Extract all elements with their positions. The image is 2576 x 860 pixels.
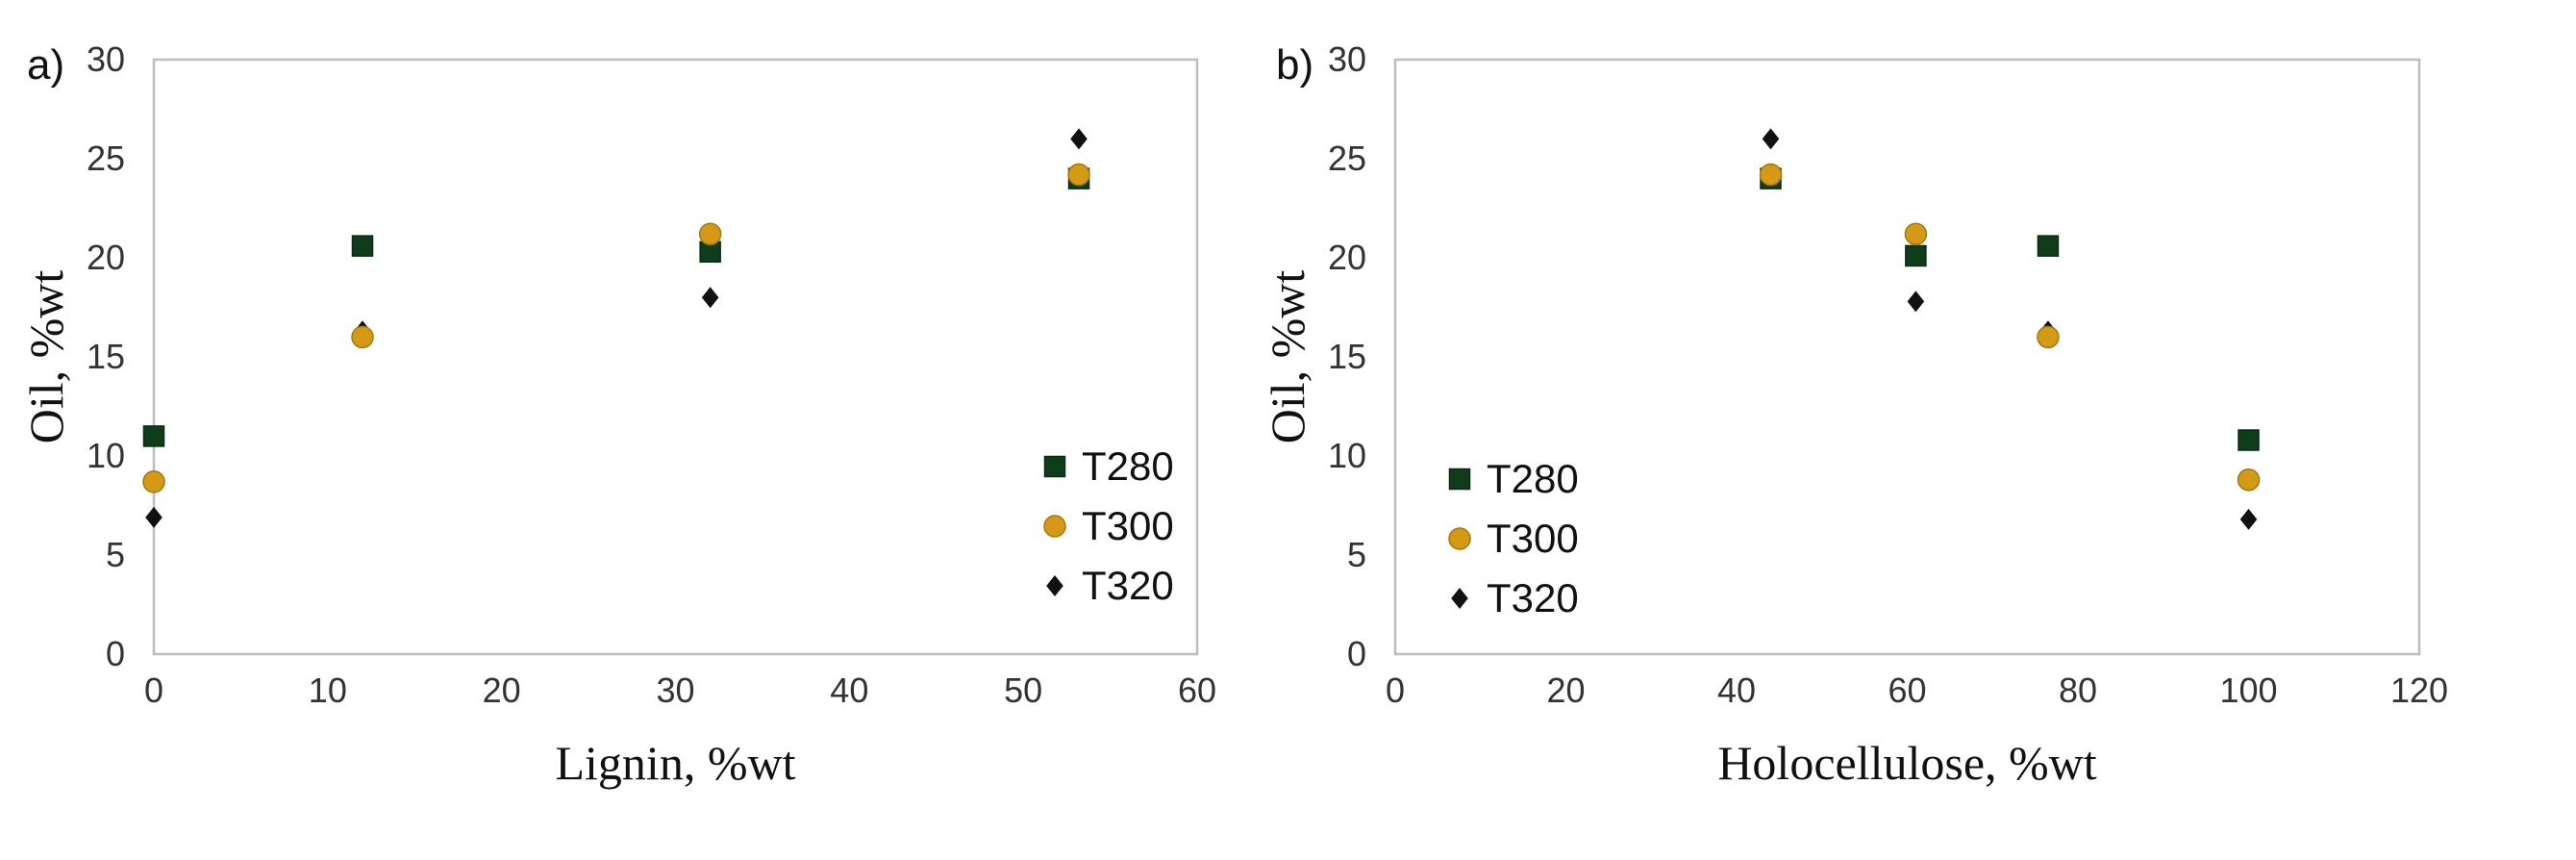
x-axis-title: Lignin, %wt	[556, 736, 796, 790]
legend-label-t300: T300	[1082, 503, 1174, 548]
series-t300	[142, 163, 1090, 493]
y-tick-label-10: 10	[87, 436, 125, 475]
legend: T280 T300 T320	[1448, 456, 1579, 620]
y-tick-label-15: 15	[1328, 337, 1366, 376]
x-tick-label-100: 100	[2219, 670, 2277, 710]
panel-label: b)	[1276, 41, 1313, 89]
y-tick-label-0: 0	[1347, 634, 1366, 673]
x-tick-label-40: 40	[830, 670, 868, 710]
x-tick-label-60: 60	[1888, 670, 1926, 710]
y-tick-label-25: 25	[87, 139, 125, 178]
x-tick-label-20: 20	[1546, 670, 1585, 710]
point-t300-2	[698, 222, 722, 246]
point-t280-3	[2238, 429, 2260, 451]
legend-marker-t320	[1451, 588, 1468, 609]
legend-marker-t300	[1043, 515, 1066, 538]
legend-label-t280: T280	[1082, 443, 1174, 489]
legend-marker-t320	[1046, 575, 1063, 596]
plot-area	[152, 58, 1199, 656]
point-t300-3	[2237, 468, 2261, 492]
point-t300-0	[1759, 163, 1783, 187]
legend-marker-t280	[1043, 455, 1066, 478]
point-t280-0	[142, 425, 165, 447]
legend: T280 T300 T320	[1043, 443, 1174, 608]
y-tick-label-25: 25	[1328, 139, 1366, 178]
y-axis-title: Oil, %wt	[1261, 270, 1314, 444]
series-t300	[1759, 163, 2261, 492]
legend-label-t320: T320	[1082, 563, 1174, 608]
y-tick-label-15: 15	[87, 337, 125, 376]
x-tick-label-40: 40	[1717, 670, 1756, 710]
x-tick-label-0: 0	[1386, 670, 1405, 710]
point-t320-0	[145, 506, 163, 528]
y-tick-label-30: 30	[1328, 39, 1366, 79]
legend-label-t300: T300	[1487, 516, 1579, 561]
point-t320-3	[1070, 128, 1088, 150]
point-t320-1	[1907, 291, 1925, 313]
x-tick-label-10: 10	[309, 670, 347, 710]
chart-b: b) 0 5 10 15 20 25 30 0 20 40 60 80 100 120 Holocellulo…	[1261, 39, 2448, 790]
y-axis-title: Oil, %wt	[19, 270, 73, 444]
x-tick-label-120: 120	[2390, 670, 2448, 710]
x-tick-label-80: 80	[2059, 670, 2097, 710]
point-t320-3	[2239, 508, 2258, 530]
point-t280-1	[1905, 244, 1927, 267]
x-tick-label-20: 20	[483, 670, 521, 710]
point-t280-2	[2037, 235, 2060, 257]
x-tick-label-30: 30	[656, 670, 694, 710]
point-t300-3	[1067, 163, 1090, 187]
chart-a: a) 0 5 10 15 20 25 30 0 10 20 30 40 50 60 Lignin, %wt Oi…	[19, 39, 1216, 790]
y-tick-label-30: 30	[87, 39, 125, 79]
y-tick-label-5: 5	[106, 535, 125, 574]
point-t320-0	[1762, 128, 1780, 150]
point-t320-2	[701, 287, 719, 309]
point-t300-1	[1904, 222, 1928, 246]
x-tick-label-60: 60	[1178, 670, 1216, 710]
plot-area	[1393, 58, 2421, 656]
x-axis-title: Holocellulose, %wt	[1717, 736, 2096, 790]
x-tick-label-0: 0	[144, 670, 163, 710]
panel-label: a)	[27, 41, 64, 89]
x-tick-label-50: 50	[1004, 670, 1042, 710]
legend-marker-t280	[1448, 468, 1471, 491]
point-t300-2	[2037, 325, 2060, 349]
point-t300-1	[351, 325, 374, 349]
legend-marker-t300	[1448, 527, 1471, 550]
y-tick-label-20: 20	[87, 238, 125, 277]
y-tick-label-0: 0	[106, 634, 125, 673]
y-tick-label-10: 10	[1328, 436, 1366, 475]
point-t280-1	[351, 235, 374, 257]
y-tick-label-20: 20	[1328, 238, 1366, 277]
legend-label-t320: T320	[1487, 575, 1579, 620]
y-tick-label-5: 5	[1347, 535, 1366, 574]
legend-label-t280: T280	[1487, 456, 1579, 501]
point-t300-0	[142, 470, 165, 493]
